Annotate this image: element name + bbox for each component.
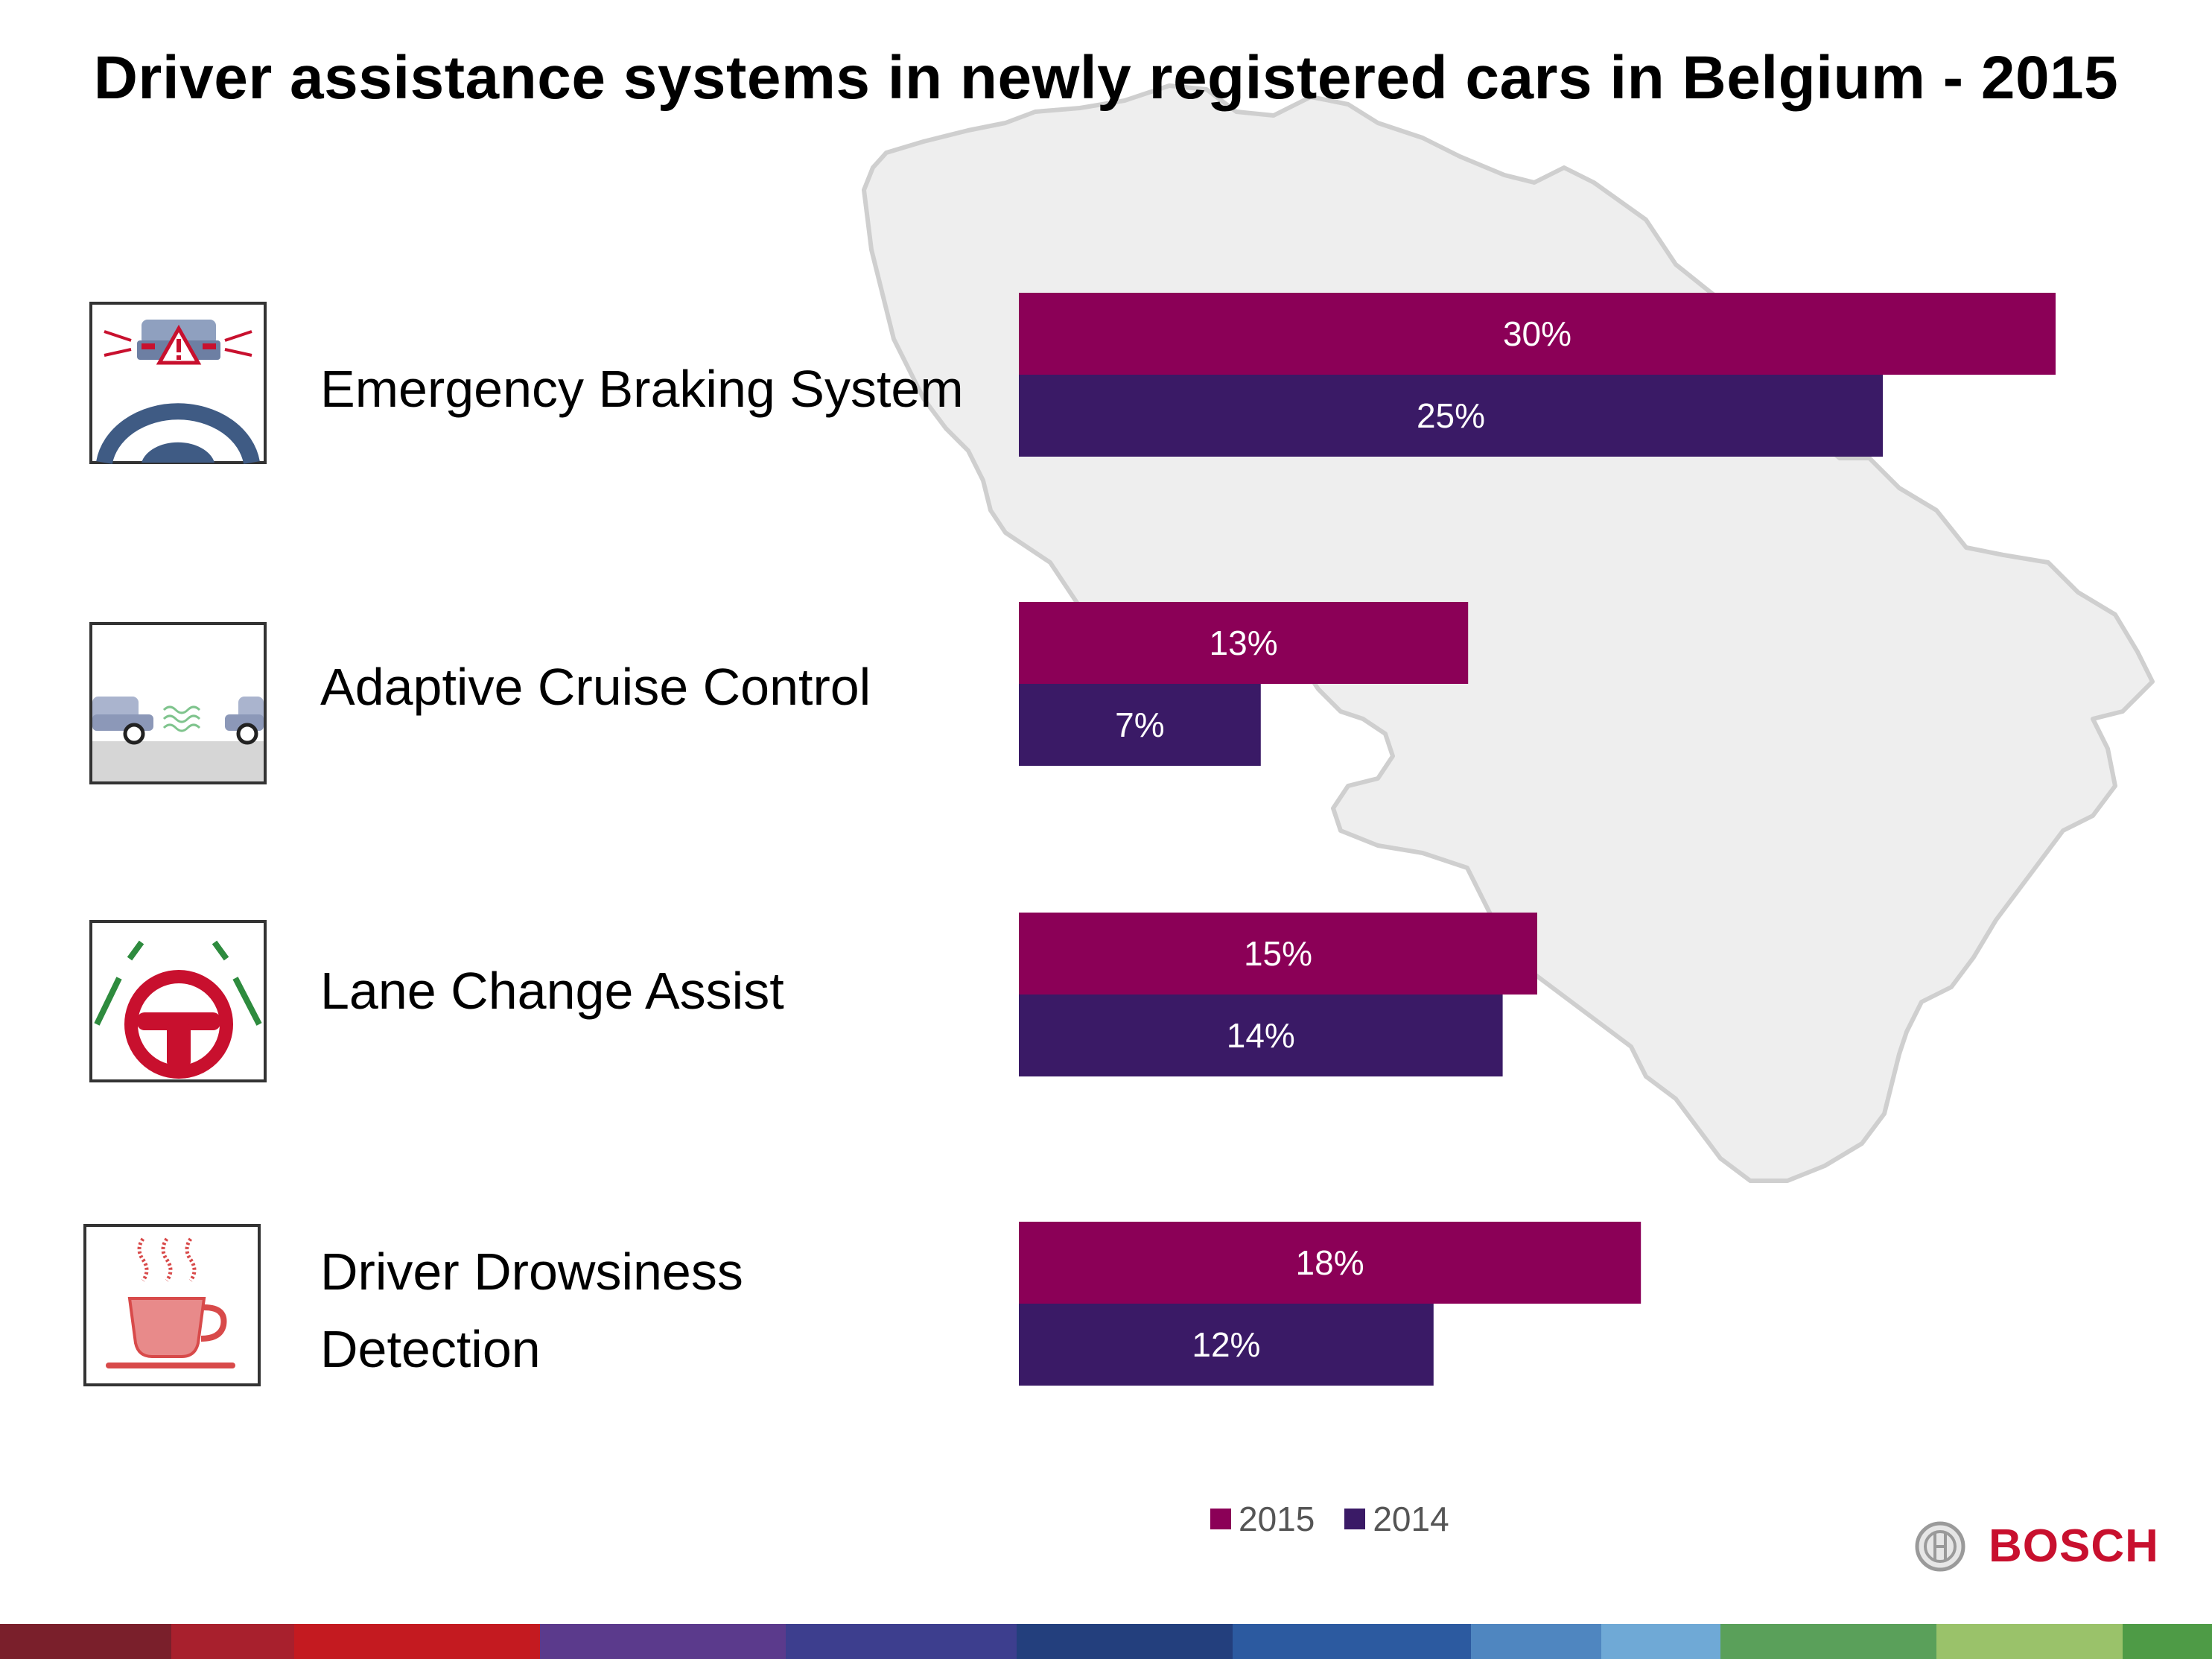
bar-2015-0 bbox=[1019, 293, 2056, 375]
legend-swatch-2014 bbox=[1344, 1509, 1366, 1529]
legend-label-2015: 2015 bbox=[1239, 1500, 1315, 1538]
stripe-segment bbox=[1720, 1624, 1936, 1659]
bar-value-label-2015-1: 13% bbox=[1210, 624, 1278, 662]
emergency-braking-icon bbox=[89, 302, 267, 464]
stripe-segment bbox=[1233, 1624, 1471, 1659]
bar-value-label-2014-1: 7% bbox=[1115, 705, 1164, 744]
stripe-segment bbox=[540, 1624, 786, 1659]
stripe-segment bbox=[171, 1624, 294, 1659]
legend-swatch-2015 bbox=[1210, 1509, 1231, 1529]
bar-2015-2 bbox=[1019, 913, 1537, 995]
legend-item-2014: 2014 bbox=[1344, 1499, 1449, 1539]
legend: 2015 2014 bbox=[1210, 1499, 1479, 1539]
bosch-logo: BOSCH bbox=[1914, 1520, 2159, 1573]
bar-2015-1 bbox=[1019, 602, 1469, 684]
bar-2014-3 bbox=[1019, 1304, 1434, 1386]
bar-value-label-2015-0: 30% bbox=[1503, 314, 1571, 353]
stripe-segment bbox=[294, 1624, 540, 1659]
stripe-segment bbox=[1471, 1624, 1601, 1659]
row-label-lane-change: Lane Change Assist bbox=[320, 962, 784, 1020]
bar-2014-2 bbox=[1019, 995, 1503, 1076]
stripe-segment bbox=[1601, 1624, 1720, 1659]
bar-value-label-2014-3: 12% bbox=[1192, 1325, 1260, 1364]
stripe-segment bbox=[1936, 1624, 2123, 1659]
bar-value-label-2014-0: 25% bbox=[1417, 396, 1485, 435]
stripe-segment bbox=[786, 1624, 1017, 1659]
footer-color-stripe bbox=[0, 1624, 2212, 1659]
row-label-emergency-braking: Emergency Braking System bbox=[320, 360, 964, 418]
row-label-drowsiness: Driver Drowsiness Detection bbox=[320, 1243, 743, 1378]
bar-value-label-2014-2: 14% bbox=[1227, 1016, 1295, 1055]
bar-2015-3 bbox=[1019, 1222, 1641, 1304]
bar-2014-1 bbox=[1019, 684, 1261, 766]
legend-label-2014: 2014 bbox=[1373, 1500, 1449, 1538]
stripe-segment bbox=[1017, 1624, 1233, 1659]
legend-item-2015: 2015 bbox=[1210, 1499, 1315, 1539]
bar-2014-0 bbox=[1019, 375, 1883, 457]
stripe-segment bbox=[2123, 1624, 2212, 1659]
stripe-segment bbox=[0, 1624, 171, 1659]
lane-change-icon bbox=[89, 920, 267, 1082]
bar-value-label-2015-2: 15% bbox=[1244, 934, 1312, 973]
drowsiness-coffee-icon bbox=[83, 1224, 261, 1386]
bosch-armature-logo bbox=[1915, 1521, 1965, 1571]
brand-name: BOSCH bbox=[1989, 1520, 2159, 1572]
row-label-adaptive-cruise: Adaptive Cruise Control bbox=[320, 658, 871, 716]
adaptive-cruise-icon bbox=[89, 622, 267, 784]
chart-title: Driver assistance systems in newly regis… bbox=[93, 44, 2119, 112]
bar-value-label-2015-3: 18% bbox=[1296, 1243, 1364, 1282]
